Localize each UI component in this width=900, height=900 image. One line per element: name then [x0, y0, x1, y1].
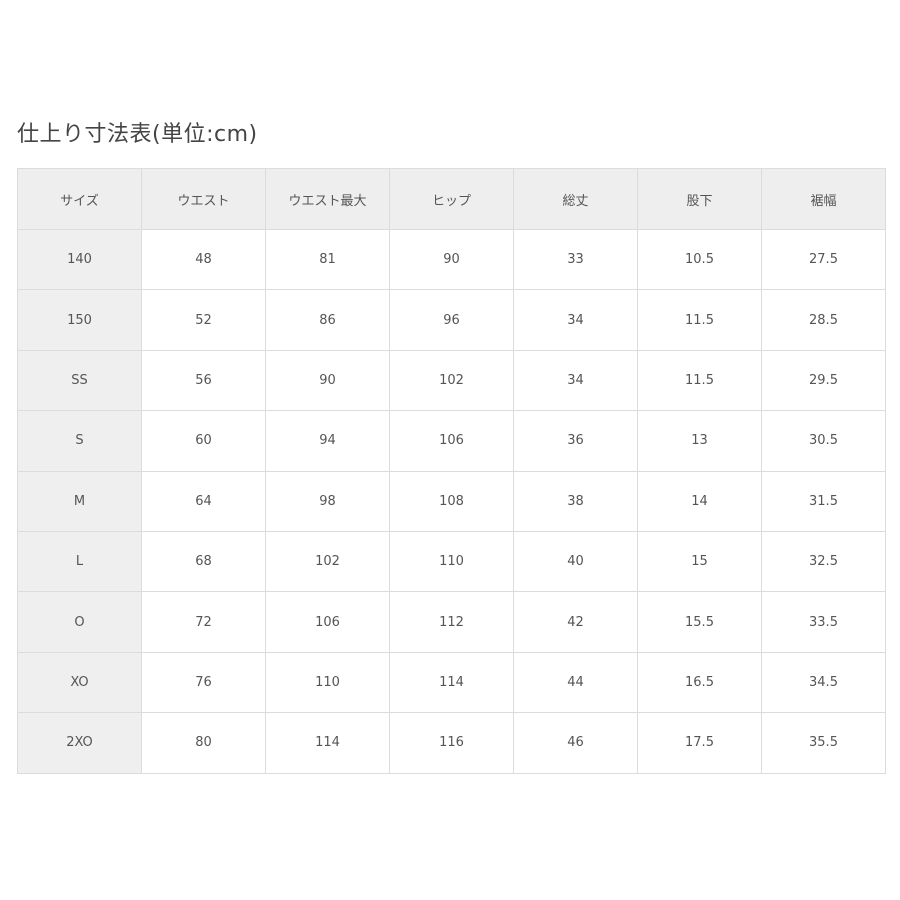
table-row: O 72 106 112 42 15.5 33.5	[17, 591, 886, 653]
table-cell: 33.5	[761, 591, 886, 653]
table-cell: 27.5	[761, 228, 886, 291]
column-header: ヒップ	[389, 168, 514, 230]
table-cell: 106	[389, 410, 514, 472]
table-cell: 17.5	[637, 712, 762, 774]
table-cell: 36	[513, 410, 638, 472]
column-header: サイズ	[17, 168, 142, 230]
table-cell: 106	[265, 591, 390, 653]
table-row: S 60 94 106 36 13 30.5	[17, 410, 886, 472]
table-cell: 42	[513, 591, 638, 653]
table-cell: 13	[637, 410, 762, 472]
table-cell: 48	[141, 228, 266, 291]
size-cell: S	[17, 410, 142, 472]
table-cell: 16.5	[637, 651, 762, 714]
table-cell: 90	[389, 228, 514, 291]
table-cell: 15.5	[637, 591, 762, 653]
table-row: SS 56 90 102 34 11.5 29.5	[17, 349, 886, 412]
size-cell: XO	[17, 651, 142, 714]
size-cell: SS	[17, 349, 142, 412]
table-cell: 81	[265, 228, 390, 291]
table-cell: 15	[637, 530, 762, 593]
table-cell: 98	[265, 470, 390, 532]
table-cell: 102	[389, 349, 514, 412]
table-cell: 64	[141, 470, 266, 532]
column-header: 股下	[637, 168, 762, 230]
table-cell: 34	[513, 349, 638, 412]
table-cell: 56	[141, 349, 266, 412]
table-cell: 76	[141, 651, 266, 714]
table-cell: 94	[265, 410, 390, 472]
column-header: ウエスト	[141, 168, 266, 230]
table-cell: 33	[513, 228, 638, 291]
table-cell: 102	[265, 530, 390, 593]
table-cell: 108	[389, 470, 514, 532]
table-cell: 112	[389, 591, 514, 653]
size-cell: 2XO	[17, 712, 142, 774]
column-header: 総丈	[513, 168, 638, 230]
table-cell: 114	[389, 651, 514, 714]
table-row: 2XO 80 114 116 46 17.5 35.5	[17, 712, 886, 774]
table-row: 150 52 86 96 34 11.5 28.5	[17, 289, 886, 351]
table-cell: 80	[141, 712, 266, 774]
table-cell: 29.5	[761, 349, 886, 412]
size-cell: 150	[17, 289, 142, 351]
page-title: 仕上り寸法表(単位:cm)	[17, 122, 258, 147]
table-cell: 34.5	[761, 651, 886, 714]
table-cell: 68	[141, 530, 266, 593]
table-cell: 14	[637, 470, 762, 532]
table-cell: 46	[513, 712, 638, 774]
table-cell: 60	[141, 410, 266, 472]
header-row: サイズ ウエスト ウエスト最大 ヒップ 総丈 股下 裾幅	[17, 168, 886, 230]
table-row: XO 76 110 114 44 16.5 34.5	[17, 651, 886, 714]
size-cell: L	[17, 530, 142, 593]
table-cell: 32.5	[761, 530, 886, 593]
table-cell: 86	[265, 289, 390, 351]
size-cell: M	[17, 470, 142, 532]
table-cell: 31.5	[761, 470, 886, 532]
table-cell: 72	[141, 591, 266, 653]
table-cell: 34	[513, 289, 638, 351]
table-cell: 114	[265, 712, 390, 774]
table-cell: 35.5	[761, 712, 886, 774]
column-header: ウエスト最大	[265, 168, 390, 230]
size-cell: O	[17, 591, 142, 653]
table-cell: 11.5	[637, 349, 762, 412]
table-cell: 110	[389, 530, 514, 593]
table-cell: 44	[513, 651, 638, 714]
size-table: サイズ ウエスト ウエスト最大 ヒップ 総丈 股下 裾幅 140 48 81 90 33 10.5 27…	[17, 168, 886, 774]
table-cell: 110	[265, 651, 390, 714]
table-cell: 116	[389, 712, 514, 774]
table-cell: 52	[141, 289, 266, 351]
table-cell: 96	[389, 289, 514, 351]
table-row: L 68 102 110 40 15 32.5	[17, 530, 886, 593]
column-header: 裾幅	[761, 168, 886, 230]
table-cell: 90	[265, 349, 390, 412]
table-row: 140 48 81 90 33 10.5 27.5	[17, 228, 886, 291]
table-cell: 10.5	[637, 228, 762, 291]
table-row: M 64 98 108 38 14 31.5	[17, 470, 886, 532]
size-cell: 140	[17, 228, 142, 291]
table-cell: 28.5	[761, 289, 886, 351]
table-cell: 38	[513, 470, 638, 532]
table-cell: 11.5	[637, 289, 762, 351]
table-cell: 30.5	[761, 410, 886, 472]
table-cell: 40	[513, 530, 638, 593]
